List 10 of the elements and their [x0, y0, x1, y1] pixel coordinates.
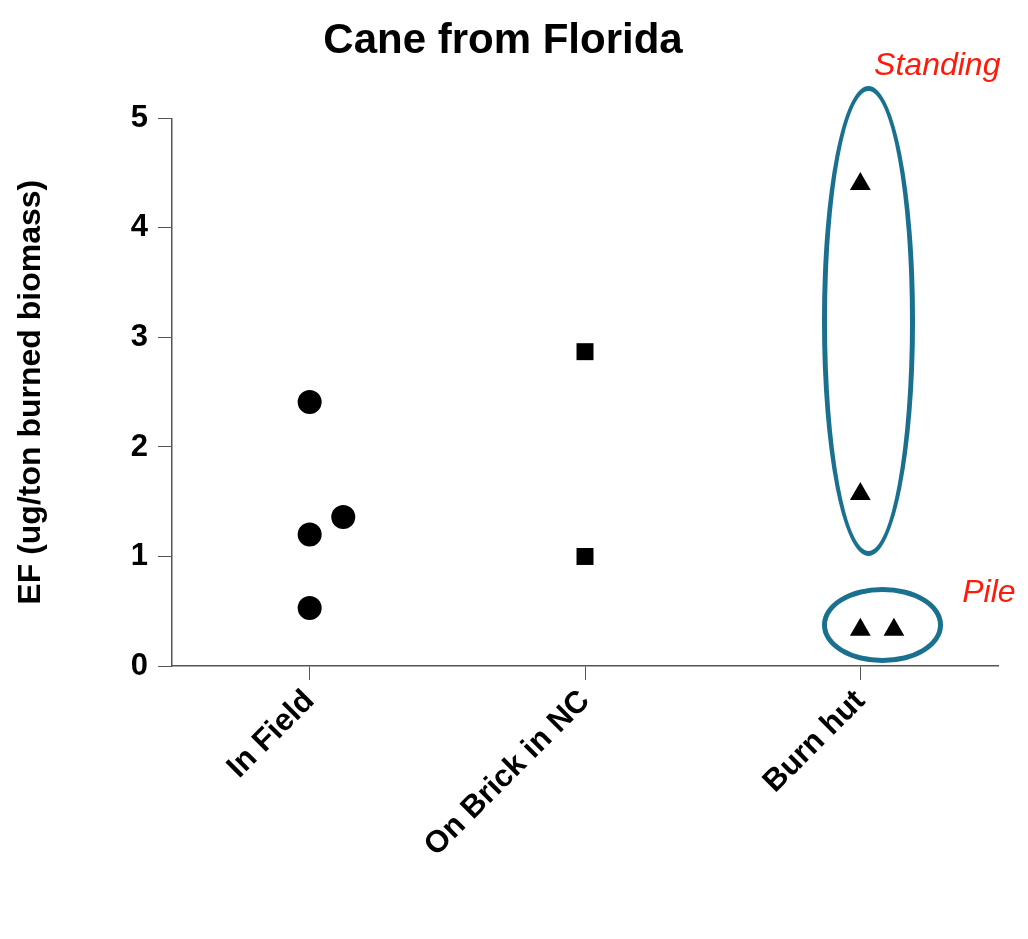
y-tick-label: 4 [130, 208, 149, 244]
annotation: Pile [962, 572, 1016, 610]
y-tick-label: 5 [130, 98, 148, 134]
y-axis-title: EF (ug/ton burned biomass) [11, 179, 48, 605]
y-tick-label: 3 [130, 317, 148, 353]
text: Standing [874, 46, 1001, 84]
y-tick-label: 1 [130, 537, 148, 573]
chart-title: Cane from Florida [323, 14, 684, 62]
y-tick-label: 0 [130, 646, 148, 682]
y-tick-label: 2 [130, 427, 148, 463]
